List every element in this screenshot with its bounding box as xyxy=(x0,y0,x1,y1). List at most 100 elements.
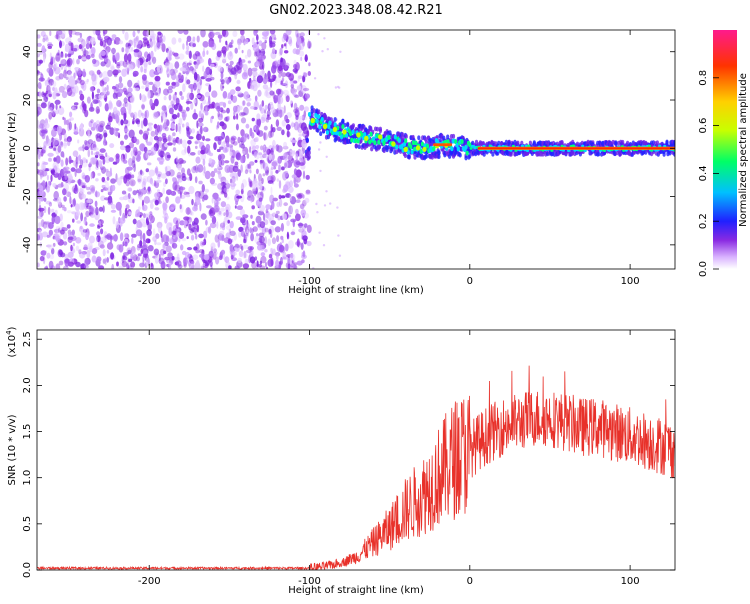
noise-speck xyxy=(295,208,299,215)
noise-speck xyxy=(224,164,231,174)
noise-speck xyxy=(225,63,229,67)
noise-speck xyxy=(48,229,52,238)
noise-speck xyxy=(76,220,82,224)
noise-speck xyxy=(179,220,186,226)
noise-speck xyxy=(250,195,253,203)
noise-speck xyxy=(66,87,73,97)
noise-speck xyxy=(277,215,281,221)
noise-speck xyxy=(235,189,240,195)
noise-speck xyxy=(191,198,194,206)
noise-speck xyxy=(123,97,128,104)
noise-speck xyxy=(234,73,238,80)
noise-speck xyxy=(99,80,105,87)
noise-speck xyxy=(296,194,303,200)
signal-halo xyxy=(314,123,318,128)
noise-speck xyxy=(118,244,124,253)
noise-speck xyxy=(287,240,294,249)
noise-speck xyxy=(280,91,285,95)
noise-speck xyxy=(211,115,215,120)
noise-speck xyxy=(162,35,166,43)
signal-band xyxy=(351,129,355,135)
noise-speck xyxy=(57,183,64,188)
noise-speck xyxy=(91,186,95,194)
noise-speck xyxy=(277,95,281,105)
noise-speck xyxy=(294,94,300,98)
noise-speck xyxy=(120,140,124,146)
colorbar-tick-label: 0.8 xyxy=(698,70,709,86)
signal-halo xyxy=(354,143,358,149)
noise-speck xyxy=(59,213,63,222)
noise-speck xyxy=(220,201,227,208)
noise-speck xyxy=(37,119,40,128)
noise-speck xyxy=(163,96,167,101)
x-tick-label: 100 xyxy=(621,276,640,287)
noise-speck xyxy=(239,143,242,148)
noise-speck xyxy=(173,104,178,111)
noise-speck xyxy=(102,249,106,257)
noise-speck xyxy=(258,173,262,182)
noise-speck xyxy=(265,166,270,174)
noise-speck xyxy=(115,115,120,124)
noise-speck xyxy=(162,187,165,195)
noise-speck xyxy=(106,176,110,181)
noise-speck xyxy=(260,107,265,114)
noise-speck xyxy=(142,259,145,267)
noise-speck xyxy=(217,183,224,190)
noise-speck xyxy=(226,167,233,173)
noise-speck xyxy=(160,173,167,179)
noise-speck xyxy=(176,122,181,132)
noise-speck xyxy=(111,184,116,192)
signal-band xyxy=(420,141,424,147)
noise-speck xyxy=(116,177,122,186)
noise-speck xyxy=(220,109,227,114)
signal-band xyxy=(348,131,353,137)
noise-speck xyxy=(284,114,288,122)
noise-speck xyxy=(221,30,227,37)
noise-speck xyxy=(146,44,151,49)
noise-speck xyxy=(305,189,311,194)
noise-speck xyxy=(236,66,242,74)
noise-speck xyxy=(86,249,91,259)
noise-speck xyxy=(205,143,211,151)
noise-speck xyxy=(56,52,60,56)
noise-speck xyxy=(208,95,211,105)
noise-speck xyxy=(169,238,174,245)
noise-speck xyxy=(285,95,290,103)
noise-speck xyxy=(190,152,196,156)
noise-speck xyxy=(186,79,191,85)
noise-speck xyxy=(269,194,275,204)
noise-speck xyxy=(78,55,82,60)
noise-speck xyxy=(231,175,236,184)
signal-peak xyxy=(364,135,369,141)
noise-speck xyxy=(185,100,193,104)
signal-peak xyxy=(378,134,383,140)
noise-speck xyxy=(271,212,277,218)
noise-speck xyxy=(264,249,268,253)
noise-speck xyxy=(97,33,101,41)
noise-speck xyxy=(48,157,52,162)
noise-speck xyxy=(158,253,161,262)
noise-speck xyxy=(238,231,242,238)
noise-speck xyxy=(300,122,307,131)
noise-speck xyxy=(210,242,216,250)
noise-speck xyxy=(234,265,240,269)
noise-speck xyxy=(38,185,44,191)
noise-speck xyxy=(153,123,158,129)
noise-speck xyxy=(274,226,281,233)
signal-halo xyxy=(369,126,373,132)
noise-speck xyxy=(283,141,288,149)
noise-speck xyxy=(41,45,46,54)
signal-peak xyxy=(342,129,347,135)
noise-speck xyxy=(81,157,87,164)
noise-speck xyxy=(339,50,342,53)
noise-speck xyxy=(141,85,145,90)
noise-speck xyxy=(137,194,142,199)
noise-speck xyxy=(84,175,91,183)
noise-speck xyxy=(70,42,74,51)
noise-speck xyxy=(119,145,126,151)
noise-speck xyxy=(127,193,131,199)
noise-speck xyxy=(140,120,144,129)
noise-speck xyxy=(197,150,201,156)
noise-speck xyxy=(227,219,230,224)
noise-speck xyxy=(66,210,72,214)
